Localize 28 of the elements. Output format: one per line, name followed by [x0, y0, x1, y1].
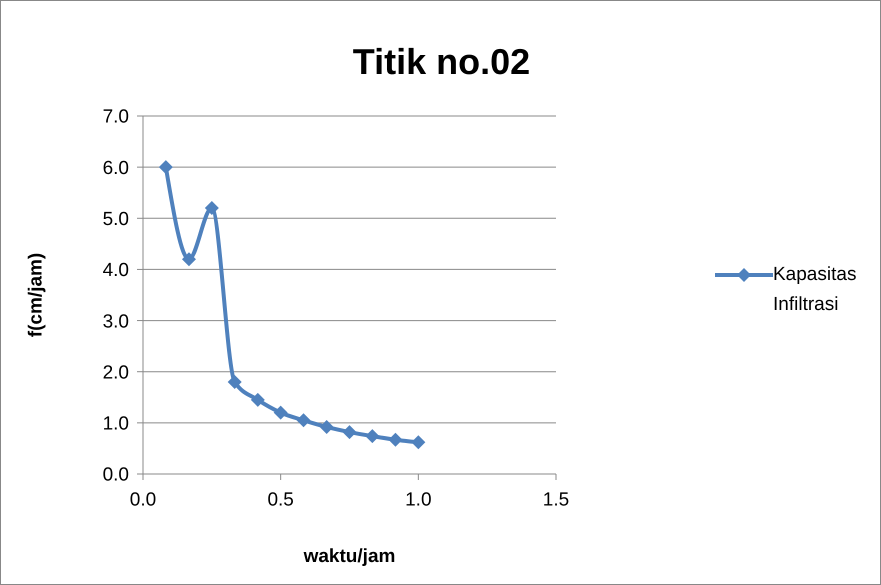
- point: [158, 160, 173, 174]
- point: [411, 435, 426, 450]
- y-tick-label: 4.0: [102, 260, 129, 282]
- y-tick-label: 6.0: [102, 158, 129, 179]
- point: [228, 374, 242, 389]
- chart-title: Titik no.02: [352, 41, 532, 83]
- x-axis-title: waktu/jam: [302, 546, 396, 567]
- y-tick-label: 1.0: [102, 414, 129, 435]
- point: [388, 432, 402, 447]
- point: [365, 429, 380, 444]
- y-tick-label: 3.0: [102, 311, 129, 332]
- legend-label: Kapasitas Infiltrasi: [773, 263, 858, 317]
- point: [274, 406, 288, 420]
- y-tick-label: 2.0: [102, 362, 129, 384]
- x-tick-label: 1.5: [542, 489, 570, 510]
- point: [320, 420, 334, 434]
- y-tick-label: 5.0: [102, 209, 129, 230]
- x-tick-label: 0.5: [267, 489, 294, 510]
- point: [342, 425, 356, 440]
- y-tick-label: 7.0: [102, 106, 129, 128]
- x-tick-label: 1.0: [405, 489, 432, 510]
- x-tick-label: 0.0: [130, 489, 156, 510]
- point: [250, 392, 265, 407]
- y-axis-title: f(cm/jam): [26, 252, 47, 338]
- point: [182, 252, 196, 266]
- point: [204, 201, 219, 216]
- y-tick-label: 0.0: [102, 464, 129, 486]
- point: [296, 413, 311, 428]
